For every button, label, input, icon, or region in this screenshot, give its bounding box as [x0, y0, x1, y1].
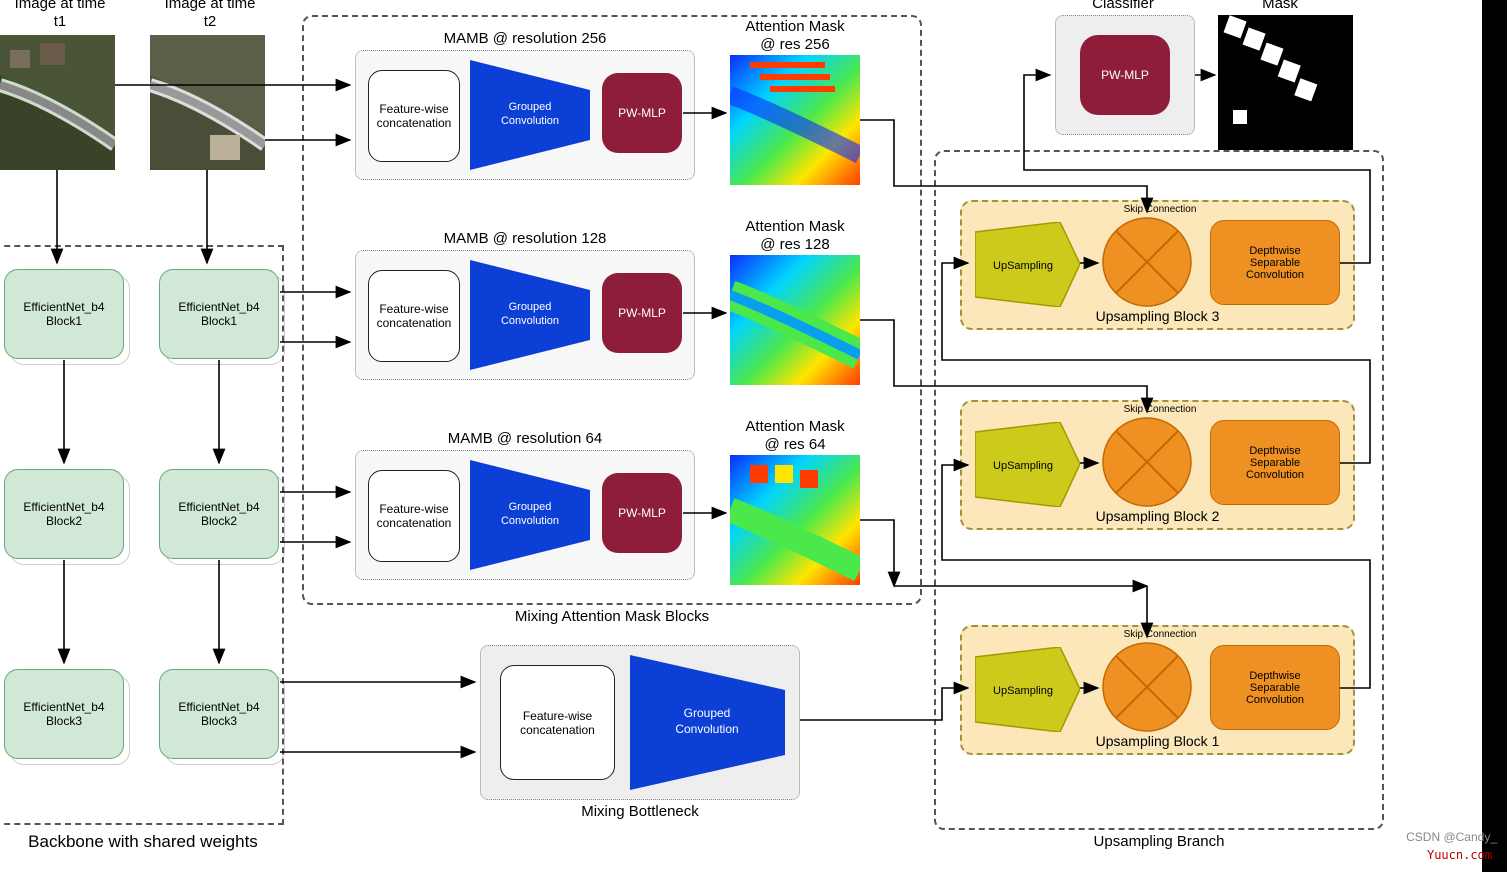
svg-text:UpSampling: UpSampling: [993, 260, 1053, 272]
block2-left: EfficientNet_b4 Block2: [4, 469, 124, 559]
block3-right: EfficientNet_b4 Block3: [159, 669, 279, 759]
block1-right: EfficientNet_b4 Block1: [159, 269, 279, 359]
pwmlp-128: PW-MLP: [602, 273, 682, 353]
grpconv-64: Grouped Convolution: [470, 460, 590, 570]
watermark-csdn: CSDN @Candy_: [1406, 830, 1497, 844]
svg-text:Grouped: Grouped: [509, 101, 552, 113]
label-mamb-title: Mixing Attention Mask Blocks: [302, 608, 922, 626]
block1-left-text: EfficientNet_b4 Block1: [23, 300, 104, 328]
featconcat-128: Feature-wise concatenation: [368, 270, 460, 362]
block2-right: EfficientNet_b4 Block2: [159, 469, 279, 559]
upsamp-3: UpSampling: [975, 222, 1080, 307]
block2-left-text: EfficientNet_b4 Block2: [23, 500, 104, 528]
block3-right-text: EfficientNet_b4 Block3: [178, 700, 259, 728]
label-mamb64: MAMB @ resolution 64: [355, 430, 695, 448]
label-img2: Image at time t2: [135, 0, 285, 31]
svg-text:Grouped: Grouped: [509, 301, 552, 313]
pwmlp-256: PW-MLP: [602, 73, 682, 153]
label-up1: Upsampling Block 1: [960, 733, 1355, 750]
pwmlp-256-text: PW-MLP: [618, 106, 666, 120]
featconcat-bottleneck: Feature-wise concatenation: [500, 665, 615, 780]
label-up2: Upsampling Block 2: [960, 508, 1355, 525]
svg-text:Convolution: Convolution: [501, 315, 559, 327]
depthwise-3-text: Depthwise Separable Convolution: [1246, 245, 1304, 281]
attmask-64: [730, 455, 860, 585]
block3-left: EfficientNet_b4 Block3: [4, 669, 124, 759]
watermark-yuucn: Yuucn.com: [1427, 848, 1492, 862]
pwmlp-64-text: PW-MLP: [618, 506, 666, 520]
label-att128: Attention Mask @ res 128: [730, 218, 860, 254]
svg-text:Convolution: Convolution: [675, 722, 738, 736]
label-up3: Upsampling Block 3: [960, 308, 1355, 325]
label-bottleneck: Mixing Bottleneck: [480, 803, 800, 821]
label-mamb256: MAMB @ resolution 256: [355, 30, 695, 48]
featconcat-256-text: Feature-wise concatenation: [377, 102, 452, 130]
skip-circle-3: [1100, 215, 1195, 310]
grpconv-256: Grouped Convolution: [470, 60, 590, 170]
attmask-128: [730, 255, 860, 385]
depthwise-1-text: Depthwise Separable Convolution: [1246, 670, 1304, 706]
label-mamb128: MAMB @ resolution 128: [355, 230, 695, 248]
featconcat-bottleneck-text: Feature-wise concatenation: [520, 709, 595, 737]
block1-left: EfficientNet_b4 Block1: [4, 269, 124, 359]
svg-text:Grouped: Grouped: [509, 501, 552, 513]
skip-circle-1: [1100, 640, 1195, 735]
pwmlp-64: PW-MLP: [602, 473, 682, 553]
svg-text:UpSampling: UpSampling: [993, 460, 1053, 472]
label-att256: Attention Mask @ res 256: [730, 18, 860, 54]
featconcat-64-text: Feature-wise concatenation: [377, 502, 452, 530]
label-mask: Mask: [1220, 0, 1340, 13]
output-mask: [1218, 15, 1353, 150]
depthwise-2: Depthwise Separable Convolution: [1210, 420, 1340, 505]
label-img1: Image at time t1: [0, 0, 135, 31]
block2-right-text: EfficientNet_b4 Block2: [178, 500, 259, 528]
depthwise-1: Depthwise Separable Convolution: [1210, 645, 1340, 730]
block1-right-text: EfficientNet_b4 Block1: [178, 300, 259, 328]
right-black-bar: [1482, 0, 1507, 872]
featconcat-256: Feature-wise concatenation: [368, 70, 460, 162]
input-image-t1: [0, 35, 115, 170]
featconcat-128-text: Feature-wise concatenation: [377, 302, 452, 330]
block3-left-text: EfficientNet_b4 Block3: [23, 700, 104, 728]
depthwise-3: Depthwise Separable Convolution: [1210, 220, 1340, 305]
attmask-256: [730, 55, 860, 185]
upsamp-1: UpSampling: [975, 647, 1080, 732]
label-classifier: Classifier: [1063, 0, 1183, 13]
classifier-pwmlp: PW-MLP: [1080, 35, 1170, 115]
label-att64: Attention Mask @ res 64: [730, 418, 860, 454]
grpconv-bottleneck: Grouped Convolution: [630, 655, 785, 790]
depthwise-2-text: Depthwise Separable Convolution: [1246, 445, 1304, 481]
svg-text:Convolution: Convolution: [501, 515, 559, 527]
label-backbone: Backbone with shared weights: [0, 832, 288, 852]
featconcat-64: Feature-wise concatenation: [368, 470, 460, 562]
svg-text:UpSampling: UpSampling: [993, 685, 1053, 697]
svg-text:Convolution: Convolution: [501, 115, 559, 127]
classifier-pwmlp-text: PW-MLP: [1101, 68, 1149, 82]
skip-circle-2: [1100, 415, 1195, 510]
grpconv-128: Grouped Convolution: [470, 260, 590, 370]
upsamp-2: UpSampling: [975, 422, 1080, 507]
svg-text:Grouped: Grouped: [684, 706, 731, 720]
label-upbranch: Upsampling Branch: [934, 833, 1384, 851]
pwmlp-128-text: PW-MLP: [618, 306, 666, 320]
input-image-t2: [150, 35, 265, 170]
